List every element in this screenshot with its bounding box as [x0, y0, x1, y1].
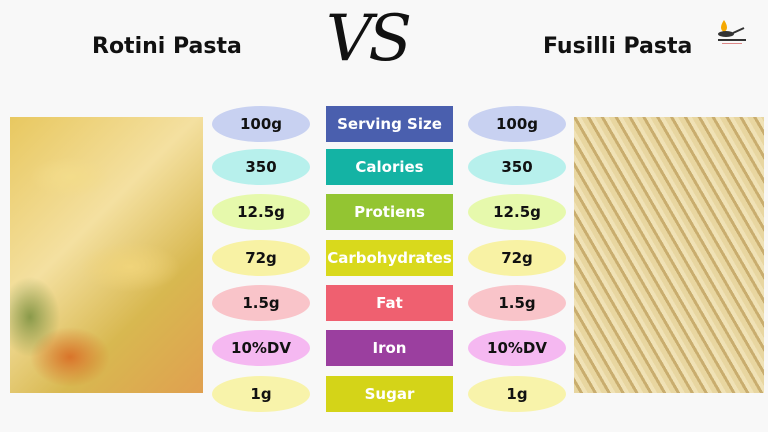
fusilli-value: 72g	[468, 240, 566, 276]
nutrient-label: Iron	[326, 330, 453, 366]
nutrient-label: Fat	[326, 285, 453, 321]
rotini-value: 1g	[212, 376, 310, 412]
fusilli-value: 1.5g	[468, 285, 566, 321]
rotini-value: 100g	[212, 106, 310, 142]
nutrient-label: Calories	[326, 149, 453, 185]
nutrient-label: Protiens	[326, 194, 453, 230]
rotini-value: 12.5g	[212, 194, 310, 230]
logo-icon	[718, 20, 746, 44]
nutrient-label: Serving Size	[326, 106, 453, 142]
fusilli-pasta-image	[574, 117, 764, 393]
fusilli-value: 1g	[468, 376, 566, 412]
fusilli-value: 10%DV	[468, 330, 566, 366]
rotini-value: 72g	[212, 240, 310, 276]
rotini-title: Rotini Pasta	[92, 34, 242, 59]
fusilli-value: 100g	[468, 106, 566, 142]
vs-heading: VS	[326, 2, 412, 76]
fusilli-value: 350	[468, 149, 566, 185]
rotini-value: 350	[212, 149, 310, 185]
rotini-value: 10%DV	[212, 330, 310, 366]
rotini-pasta-image	[10, 117, 203, 393]
fusilli-value: 12.5g	[468, 194, 566, 230]
nutrient-label: Sugar	[326, 376, 453, 412]
fusilli-title: Fusilli Pasta	[543, 34, 693, 59]
rotini-value: 1.5g	[212, 285, 310, 321]
nutrient-label: Carbohydrates	[326, 240, 453, 276]
